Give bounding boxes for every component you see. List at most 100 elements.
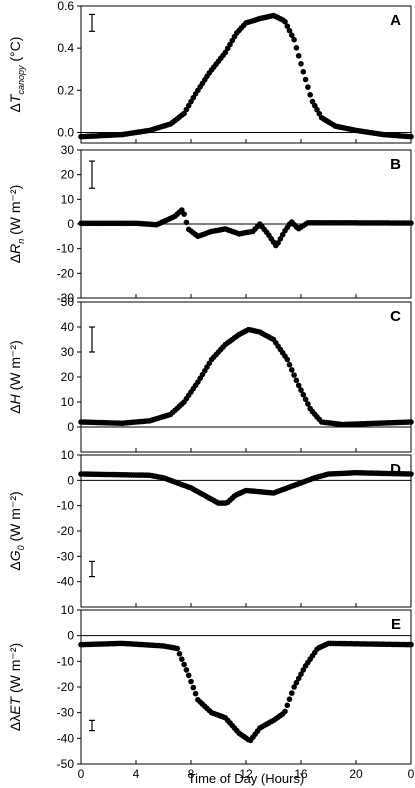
y-tick-label: 30 (61, 345, 75, 359)
data-point (185, 672, 192, 679)
data-point (179, 207, 185, 213)
panel-label: C (390, 308, 401, 325)
y-tick-label: 0.6 (57, 0, 74, 13)
data-point (298, 671, 304, 677)
data-series (78, 207, 414, 249)
data-point (284, 23, 291, 30)
data-point (284, 356, 291, 363)
y-tick-label: -20 (57, 266, 75, 280)
y-tick-label: 0 (67, 217, 74, 231)
data-point (289, 32, 295, 38)
y-axis-label: ΔG0 (W m⁻²) (7, 491, 26, 570)
data-point (309, 98, 316, 105)
panel-B: -30 -20 -10 0 10 20 30 B ΔRn (W m⁻²) (7, 143, 414, 305)
data-series (78, 469, 414, 506)
data-point (275, 240, 281, 246)
y-tick-label: -30 (57, 291, 75, 305)
data-point (183, 667, 190, 673)
y-tick-label: 10 (61, 192, 75, 206)
data-point (179, 656, 185, 662)
panel-label: E (391, 616, 401, 633)
data-point (289, 690, 295, 696)
data-series (78, 640, 414, 744)
data-point (286, 361, 293, 368)
data-point (295, 675, 302, 682)
data-point (284, 702, 291, 709)
y-axis-label: ΔTcanopy (°C) (7, 37, 26, 113)
panel-A: 0.0 0.2 0.4 0.6 A ΔTcanopy (°C) (7, 0, 414, 144)
panel-label: B (390, 156, 401, 173)
y-tick-label: 20 (61, 168, 75, 182)
x-tick-label: 16 (294, 767, 308, 781)
y-tick-label: -50 (57, 757, 75, 771)
x-tick-label: 8 (188, 767, 195, 781)
data-point (188, 678, 194, 685)
data-point (289, 367, 295, 373)
x-tick-label: 12 (239, 767, 253, 781)
y-tick-label: 0 (67, 420, 74, 434)
y-tick-label: 0 (67, 473, 74, 487)
plot-frame (80, 454, 412, 608)
data-series (78, 12, 414, 140)
y-tick-label: -30 (57, 549, 75, 563)
y-tick-label: 10 (61, 395, 75, 409)
plot-frame (80, 301, 412, 453)
y-tick-label: -10 (57, 242, 75, 256)
error-bar (89, 326, 95, 353)
y-tick-label: -40 (57, 575, 75, 589)
data-point (293, 45, 300, 51)
error-bar (89, 560, 95, 578)
data-point (176, 651, 183, 657)
data-point (295, 53, 302, 59)
y-axis-label: ΔλET (W m⁻²) (7, 643, 23, 731)
data-point (190, 684, 197, 691)
data-point (291, 36, 297, 43)
data-point (291, 684, 297, 690)
data-point (293, 679, 300, 686)
data-point (408, 471, 414, 477)
panel-E: -50 -40 -30 -20 -10 0 10 E ΔλET (W m⁻²) (7, 603, 414, 771)
data-point (302, 396, 309, 403)
error-bar (89, 719, 95, 732)
y-tick-label: 0.2 (57, 83, 74, 97)
data-point (286, 27, 293, 34)
data-point (291, 372, 297, 378)
data-point (295, 382, 302, 389)
data-point (282, 708, 288, 715)
data-point (286, 696, 293, 702)
data-point (192, 690, 199, 697)
data-series (78, 326, 414, 428)
x-tick-label: 20 (349, 767, 363, 781)
x-axis-label: Time of Day (Hours) (188, 771, 305, 786)
data-point (307, 92, 314, 98)
x-tick-label: 0 (78, 767, 85, 781)
y-tick-label: -30 (57, 706, 75, 720)
data-point (408, 133, 414, 140)
y-tick-label: 0.4 (57, 41, 74, 55)
y-tick-label: 20 (61, 370, 75, 384)
data-point (293, 377, 300, 384)
data-point (302, 76, 309, 83)
data-point (305, 401, 311, 407)
y-tick-label: 10 (61, 603, 75, 617)
data-point (174, 645, 181, 652)
panel-label: A (390, 12, 401, 29)
data-point (181, 661, 187, 668)
x-tick-label: 4 (133, 767, 140, 781)
error-bar (89, 160, 95, 189)
y-tick-label: 50 (61, 295, 75, 309)
data-point (298, 387, 304, 393)
y-axis-label: ΔRn (W m⁻²) (7, 185, 26, 264)
y-tick-label: 40 (61, 320, 75, 334)
data-point (181, 211, 187, 217)
data-point (408, 220, 414, 226)
y-tick-label: -10 (57, 654, 75, 668)
y-tick-label: 0 (67, 629, 74, 643)
data-point (277, 236, 284, 242)
data-point (300, 69, 307, 75)
error-bar (89, 13, 95, 32)
data-point (408, 641, 414, 648)
y-tick-label: -40 (57, 731, 75, 745)
data-point (298, 61, 304, 67)
